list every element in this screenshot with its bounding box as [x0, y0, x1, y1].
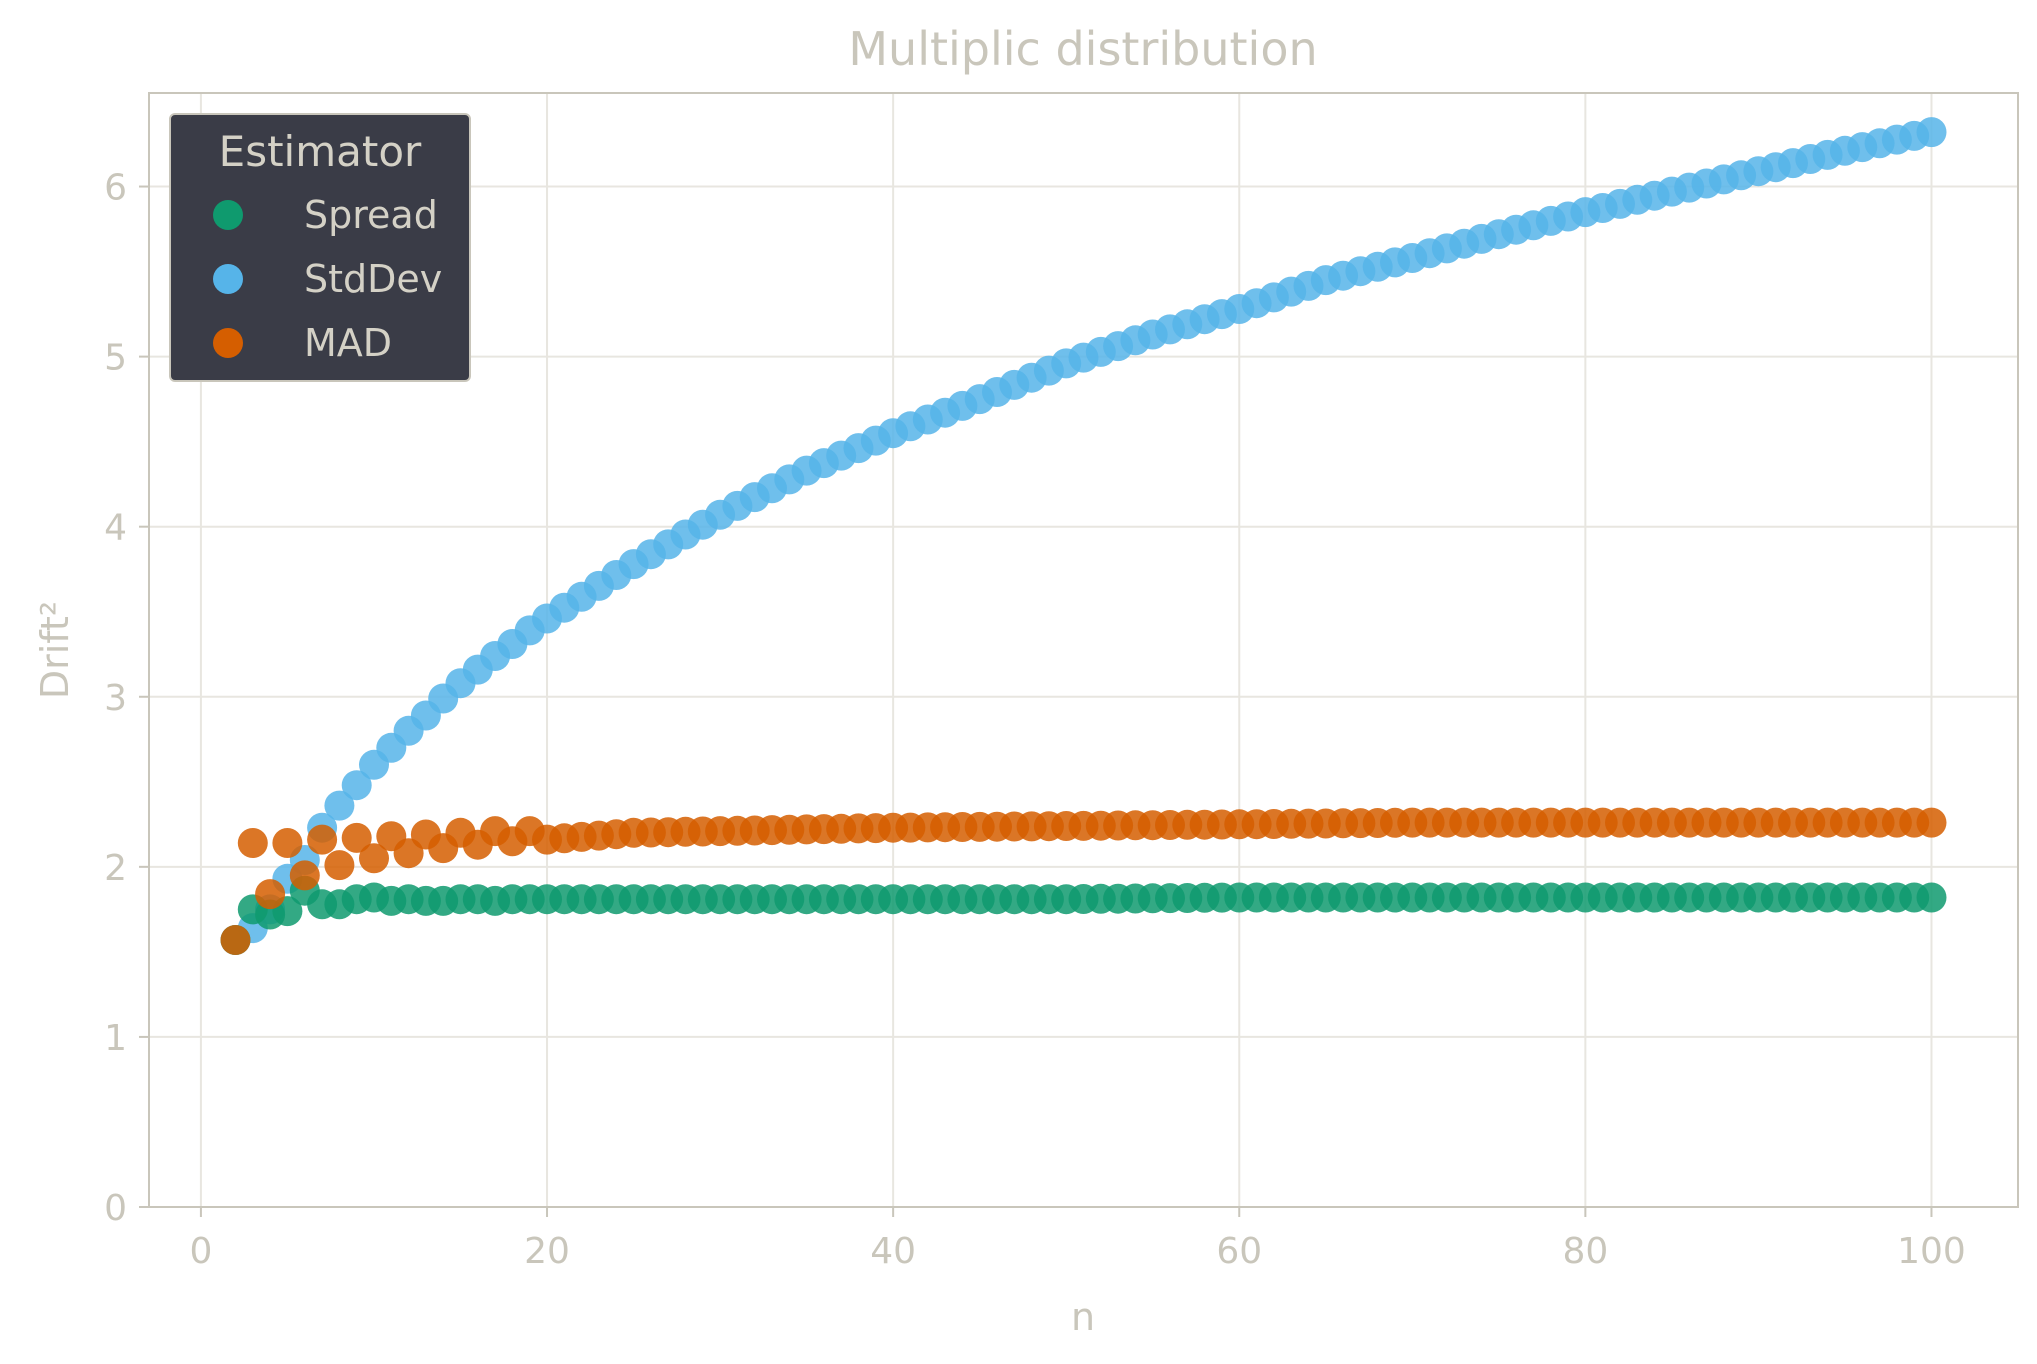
legend-marker-mad: [213, 328, 243, 358]
data-point-mad: [272, 828, 303, 858]
y-tick-label: 6: [104, 168, 127, 209]
y-tick-label: 2: [104, 848, 127, 889]
legend-title: Estimator: [219, 127, 422, 176]
series-stddev: [220, 117, 1947, 955]
x-tick-label: 100: [1897, 1231, 1966, 1272]
y-tick-label: 4: [104, 508, 127, 549]
x-tick-label: 0: [189, 1231, 212, 1272]
legend-label-spread: Spread: [304, 193, 438, 237]
legend-box: [169, 113, 471, 382]
legend-label-mad: MAD: [304, 321, 392, 365]
scatter-points: [220, 117, 1947, 955]
y-tick-label: 3: [104, 678, 127, 719]
legend-marker-spread: [213, 200, 243, 230]
data-point-stddev: [1916, 117, 1947, 148]
y-tick-label: 0: [104, 1188, 127, 1229]
chart-title: Multiplic distribution: [848, 22, 1317, 76]
x-tick-label: 60: [1216, 1231, 1262, 1272]
x-tick-label: 20: [524, 1231, 570, 1272]
data-point-mad: [289, 860, 320, 891]
x-tick-label: 80: [1562, 1231, 1608, 1272]
legend: Estimator Spread StdDev MAD: [169, 113, 471, 382]
y-tick-label: 1: [104, 1018, 127, 1059]
y-axis-ticks: 0 1 2 3 4 5 6: [104, 168, 149, 1229]
data-point-mad: [324, 850, 355, 881]
legend-marker-stddev: [213, 264, 243, 294]
series-spread: [220, 875, 1947, 955]
x-axis-ticks: 0 20 40 60 80 100: [189, 1207, 1966, 1272]
legend-items: Spread StdDev MAD: [213, 193, 442, 365]
series-mad: [220, 807, 1947, 955]
data-point-mad: [237, 828, 268, 858]
data-point-mad: [220, 925, 251, 955]
data-point-mad: [359, 843, 389, 874]
data-point-mad: [1916, 807, 1947, 838]
legend-label-stddev: StdDev: [304, 257, 442, 301]
data-point-stddev: [341, 770, 372, 801]
data-point-stddev: [324, 790, 355, 821]
data-point-mad: [341, 822, 372, 853]
data-point-mad: [307, 824, 338, 855]
x-tick-label: 40: [870, 1231, 916, 1272]
data-point-spread: [1916, 882, 1947, 913]
y-tick-label: 5: [104, 338, 127, 379]
y-axis-title: Drift²: [33, 601, 77, 699]
plot-frame: [148, 92, 2019, 1208]
data-point-mad: [255, 879, 286, 910]
x-axis-title: n: [1071, 1295, 1095, 1339]
